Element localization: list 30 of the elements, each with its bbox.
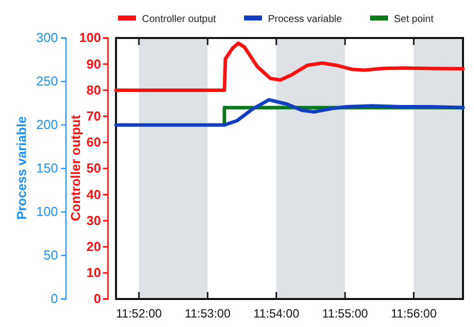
legend-label: Set point [394, 14, 434, 25]
y2-tick-label: 200 [36, 117, 58, 132]
x-tick-label: 11:55:00 [322, 306, 368, 321]
y-tick-label: 20 [86, 238, 101, 254]
line-series [114, 98, 465, 127]
y-tick-label: 10 [86, 265, 101, 280]
y-tick-label: 100 [79, 30, 101, 46]
legend-label: Process variable [268, 14, 342, 25]
line-series [114, 41, 465, 92]
x-tick-label: 11:53:00 [184, 306, 231, 321]
y-tick-label: 70 [86, 108, 101, 124]
y2-tick-label: 0 [50, 291, 58, 306]
x-tick-label: 11:56:00 [390, 306, 437, 321]
y-axis-title: Controller output [68, 114, 83, 222]
y-tick-label: 80 [86, 82, 101, 98]
legend-label: Controller output [142, 14, 216, 25]
y-tick-label: 90 [86, 56, 101, 72]
y2-tick-label: 300 [36, 30, 58, 46]
y-tick-label: 30 [86, 212, 101, 228]
x-tick-label: 11:52:00 [116, 306, 162, 321]
y-tick-label: 60 [86, 134, 101, 150]
x-tick-label: 11:54:00 [253, 306, 300, 321]
y2-tick-label: 50 [44, 248, 58, 263]
y-tick-label: 0 [94, 291, 101, 306]
y2-axis-title: Process variable [14, 116, 29, 220]
y2-tick-label: 250 [36, 74, 58, 89]
y2-tick-label: 150 [36, 160, 58, 176]
y-tick-label: 50 [86, 160, 101, 176]
y-tick-label: 40 [86, 186, 101, 202]
y2-tick-label: 100 [36, 204, 58, 220]
